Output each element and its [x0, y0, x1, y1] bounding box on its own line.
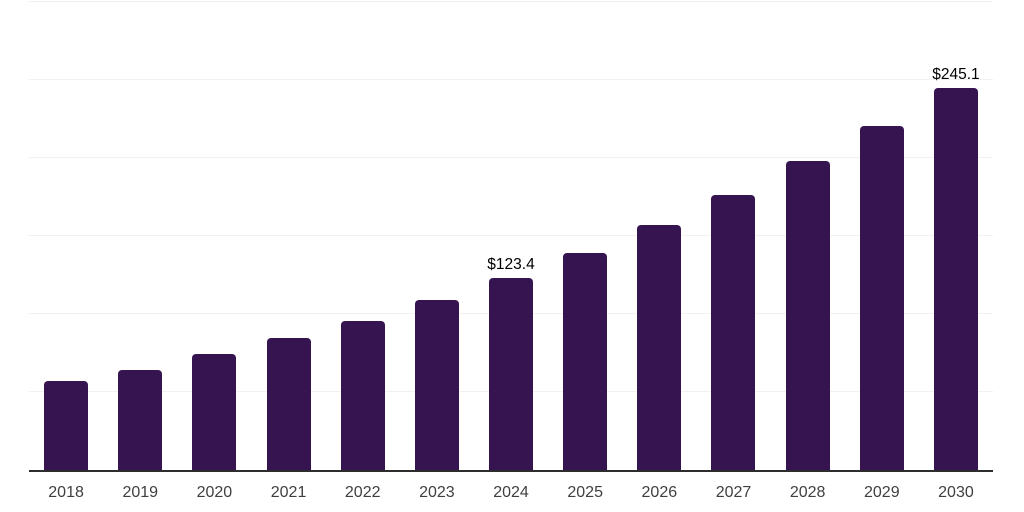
bar-2021	[266, 338, 311, 470]
x-tick-label-2021: 2021	[270, 484, 307, 501]
bar-2024: $123.4	[487, 256, 535, 470]
bar-2026	[637, 224, 682, 470]
bar-band	[29, 2, 103, 470]
bar-2023	[414, 300, 459, 470]
x-tick-label-2027: 2027	[715, 484, 752, 501]
bar-2028	[785, 161, 830, 470]
x-tick-label-2022: 2022	[344, 484, 381, 501]
x-tick-label-2026: 2026	[641, 484, 678, 501]
gridline	[29, 157, 993, 158]
bar-band	[326, 2, 400, 470]
x-tick-label-2020: 2020	[196, 484, 233, 501]
gridline	[29, 235, 993, 236]
gridline	[29, 79, 993, 80]
bar-band	[103, 2, 177, 470]
x-tick-label-2019: 2019	[122, 484, 159, 501]
x-tick-label-2018: 2018	[48, 484, 84, 501]
x-tick-label-2028: 2028	[789, 484, 826, 501]
x-tick-label-2025: 2025	[567, 484, 603, 501]
bar-band	[622, 2, 696, 470]
x-tick-label-2024: 2024	[493, 484, 529, 501]
x-tick-label-2023: 2023	[419, 484, 455, 501]
bar-2025	[563, 252, 608, 470]
bar-band: $123.4	[474, 2, 548, 470]
bar-2029	[859, 126, 904, 470]
bar-band	[400, 2, 474, 470]
bar-band	[251, 2, 325, 470]
x-axis-line	[29, 470, 993, 472]
bar-band: $245.1	[919, 2, 993, 470]
bars: $123.4 $245.1	[29, 2, 993, 470]
bar-2020	[192, 354, 237, 470]
data-label-2030: $245.1	[932, 65, 980, 83]
bar-band	[548, 2, 622, 470]
bar-band	[771, 2, 845, 470]
bar-2019	[118, 369, 163, 470]
x-tick-label-2029: 2029	[864, 484, 900, 501]
bar-2027	[711, 194, 756, 470]
bar-2018	[44, 381, 89, 470]
bar-band	[177, 2, 251, 470]
bar-band	[845, 2, 919, 470]
plot-area: $123.4 $245.1	[29, 0, 993, 472]
data-label-2024: $123.4	[487, 255, 535, 273]
bar-band	[696, 2, 770, 470]
bar-2022	[340, 321, 385, 470]
x-tick-label-2030: 2030	[938, 484, 974, 501]
bar-2030: $245.1	[932, 66, 980, 470]
x-axis-labels: 2018 2019 2020 2021 2022 2023 2024 2025 2026 2027…	[29, 484, 993, 502]
gridline	[29, 1, 993, 2]
